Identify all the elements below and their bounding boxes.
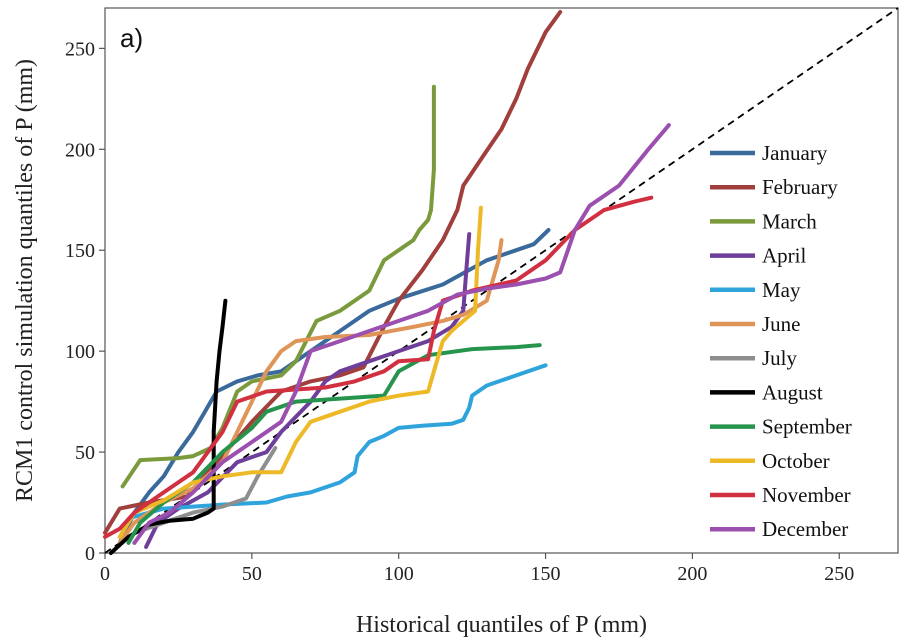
legend-label-march: March	[762, 209, 817, 233]
series-line-january	[117, 228, 551, 545]
legend-label-february: February	[762, 175, 838, 199]
legend-label-july: July	[762, 346, 798, 370]
legend-label-november: November	[762, 483, 851, 507]
y-tick-label: 50	[75, 442, 95, 464]
y-tick-label: 100	[65, 341, 95, 363]
x-tick-label: 150	[531, 563, 561, 585]
y-tick-label: 200	[65, 139, 95, 161]
series-line-november	[103, 195, 654, 539]
legend-label-april: April	[762, 244, 806, 268]
legend-label-september: September	[762, 415, 852, 439]
series-line-february	[103, 10, 563, 535]
legend-label-december: December	[762, 517, 848, 541]
legend-label-june: June	[762, 312, 801, 336]
series-line-december	[132, 123, 671, 545]
series-line-may	[132, 363, 548, 519]
panel-label: a)	[120, 23, 143, 53]
legend-label-august: August	[762, 380, 823, 404]
y-tick-label: 250	[65, 38, 95, 60]
plot-area	[104, 7, 899, 554]
y-tick-label: 0	[85, 543, 95, 565]
x-axis-title: Historical quantiles of P (mm)	[356, 612, 647, 638]
legend-label-october: October	[762, 449, 830, 473]
x-tick-label: 50	[242, 563, 262, 585]
series-line-june	[117, 238, 504, 545]
x-tick-label: 100	[384, 563, 414, 585]
series-line-october	[117, 205, 483, 539]
legend-label-january: January	[762, 141, 828, 165]
y-axis-title: RCM1 control simulation quantiles of P (…	[12, 59, 38, 502]
x-tick-label: 200	[677, 563, 707, 585]
x-tick-label: 0	[100, 563, 110, 585]
x-tick-label: 250	[824, 563, 854, 585]
legend-label-may: May	[762, 278, 801, 302]
series-line-april	[144, 232, 472, 549]
y-tick-label: 150	[65, 240, 95, 262]
series-line-march	[120, 84, 436, 489]
